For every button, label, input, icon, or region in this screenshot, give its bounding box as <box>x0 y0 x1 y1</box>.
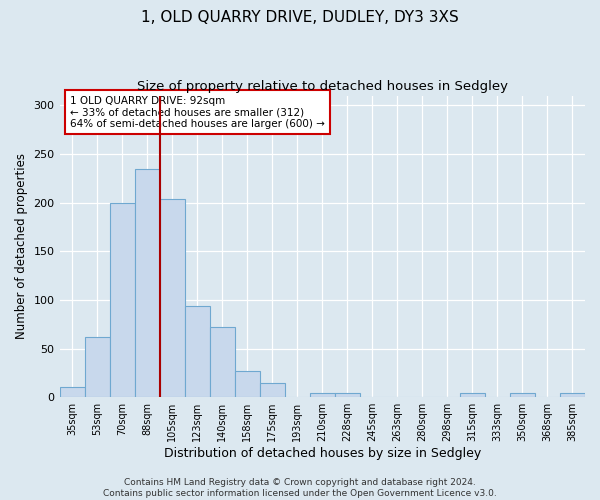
Text: Contains HM Land Registry data © Crown copyright and database right 2024.
Contai: Contains HM Land Registry data © Crown c… <box>103 478 497 498</box>
Bar <box>460 394 485 397</box>
Bar <box>185 306 209 397</box>
Bar <box>209 327 235 397</box>
Bar <box>560 394 585 397</box>
Bar <box>310 394 335 397</box>
Bar <box>110 202 134 397</box>
Text: 1, OLD QUARRY DRIVE, DUDLEY, DY3 3XS: 1, OLD QUARRY DRIVE, DUDLEY, DY3 3XS <box>141 10 459 25</box>
Bar <box>160 198 185 397</box>
Bar <box>510 394 535 397</box>
Y-axis label: Number of detached properties: Number of detached properties <box>15 154 28 340</box>
Title: Size of property relative to detached houses in Sedgley: Size of property relative to detached ho… <box>137 80 508 93</box>
Bar <box>260 382 285 397</box>
Bar <box>59 388 85 397</box>
X-axis label: Distribution of detached houses by size in Sedgley: Distribution of detached houses by size … <box>164 447 481 460</box>
Bar <box>85 337 110 397</box>
Bar <box>134 168 160 397</box>
Text: 1 OLD QUARRY DRIVE: 92sqm
← 33% of detached houses are smaller (312)
64% of semi: 1 OLD QUARRY DRIVE: 92sqm ← 33% of detac… <box>70 96 325 129</box>
Bar <box>335 394 360 397</box>
Bar <box>235 371 260 397</box>
